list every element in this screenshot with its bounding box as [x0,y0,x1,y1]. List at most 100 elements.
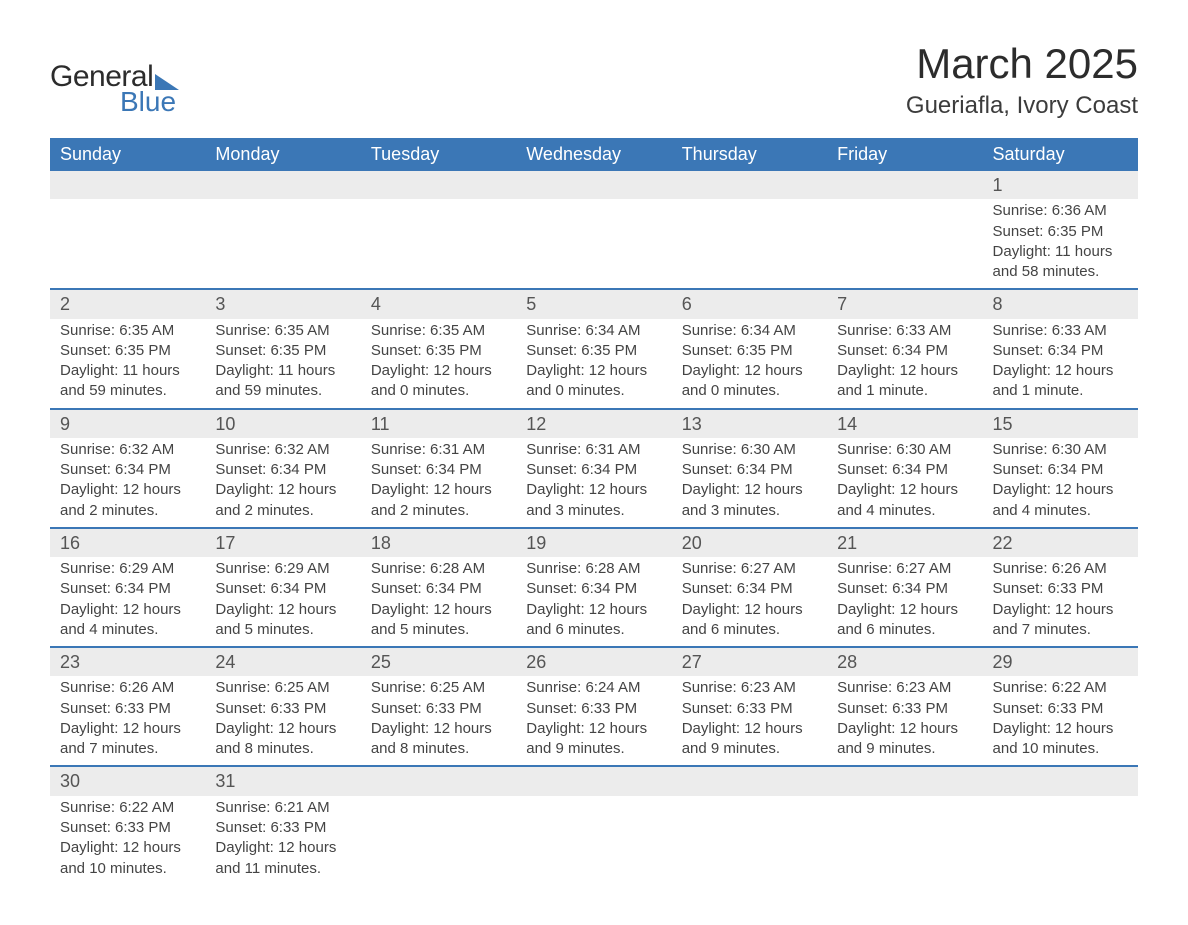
daylight-text: Daylight: 12 hours [837,480,972,500]
sunset-text: Sunset: 6:33 PM [526,699,661,719]
day-content-cell [983,796,1138,885]
day-content-cell: Sunrise: 6:22 AMSunset: 6:33 PMDaylight:… [50,796,205,885]
day-content-row: Sunrise: 6:35 AM Sunset: 6:35 PM Daylight:… [50,319,1138,409]
day-number: 12 [526,414,546,434]
day-number: 16 [60,533,80,553]
daylight-text: and 10 minutes. [60,859,195,879]
daylight-text: and 6 minutes. [526,620,661,640]
day-content-cell [827,199,982,289]
day-number: 18 [371,533,391,553]
sunset-text: Sunset: 6:34 PM [371,460,506,480]
day-content-cell [361,199,516,289]
day-content-cell [672,199,827,289]
sunrise-text: Sunrise: 6:33 AM [993,321,1128,341]
sunset-text: Sunset: 6:33 PM [215,699,350,719]
day-content-cell: Sunrise: 6:27 AMSunset: 6:34 PMDaylight:… [672,557,827,647]
weekday-header: Saturday [983,138,1138,171]
day-number-cell: 7 [827,289,982,318]
daylight-text: and 2 minutes. [60,501,195,521]
day-number: 19 [526,533,546,553]
sunset-text: Sunset: 6:34 PM [837,579,972,599]
day-number-cell: 22 [983,528,1138,557]
sunset-text: Sunset: 6:34 PM [993,341,1128,361]
sunrise-text: Sunrise: 6:34 AM [526,321,661,341]
sunrise-text: Sunrise: 6:30 AM [682,440,817,460]
day-number-cell: 11 [361,409,516,438]
day-content-cell: Sunrise: 6:27 AMSunset: 6:34 PMDaylight:… [827,557,982,647]
title-block: March 2025 Gueriafla, Ivory Coast [906,40,1138,120]
daylight-text: and 59 minutes. [60,381,195,401]
day-number: 25 [371,652,391,672]
sunset-text: Sunset: 6:35 PM [371,341,506,361]
daylight-text: Daylight: 12 hours [682,480,817,500]
daylight-text: Daylight: 12 hours [526,719,661,739]
day-number: 28 [837,652,857,672]
sunset-text: Sunset: 6:34 PM [60,579,195,599]
day-content-cell: Sunrise: 6:35 AMSunset: 6:35 PMDaylight:… [205,319,360,409]
day-number-cell: 4 [361,289,516,318]
weekday-header: Thursday [672,138,827,171]
sunrise-text: Sunrise: 6:26 AM [60,678,195,698]
day-number: 14 [837,414,857,434]
day-content-cell: Sunrise: 6:22 AMSunset: 6:33 PMDaylight:… [983,676,1138,766]
page-title: March 2025 [906,40,1138,88]
sunset-text: Sunset: 6:35 PM [526,341,661,361]
day-number: 11 [371,414,390,434]
sunrise-text: Sunrise: 6:30 AM [993,440,1128,460]
day-number-cell: 17 [205,528,360,557]
day-number-cell: 1 [983,171,1138,199]
day-number-cell: 8 [983,289,1138,318]
sunset-text: Sunset: 6:33 PM [215,818,350,838]
daylight-text: and 7 minutes. [993,620,1128,640]
daylight-text: Daylight: 12 hours [682,719,817,739]
day-number-cell [983,766,1138,795]
daylight-text: and 9 minutes. [837,739,972,759]
sunset-text: Sunset: 6:34 PM [682,460,817,480]
day-content-cell: Sunrise: 6:30 AMSunset: 6:34 PMDaylight:… [983,438,1138,528]
daylight-text: Daylight: 12 hours [60,719,195,739]
day-number: 5 [526,294,536,314]
day-number-cell [205,171,360,199]
day-number-cell [361,171,516,199]
calendar-table: Sunday Monday Tuesday Wednesday Thursday… [50,138,1138,885]
daylight-text: and 6 minutes. [837,620,972,640]
daylight-text: Daylight: 12 hours [215,719,350,739]
daylight-text: Daylight: 12 hours [682,600,817,620]
sunrise-text: Sunrise: 6:27 AM [837,559,972,579]
daylight-text: Daylight: 12 hours [371,719,506,739]
day-content-cell: Sunrise: 6:31 AMSunset: 6:34 PMDaylight:… [516,438,671,528]
daylight-text: Daylight: 12 hours [60,480,195,500]
day-number-cell: 13 [672,409,827,438]
day-number: 24 [215,652,235,672]
day-content-cell [672,796,827,885]
day-content-cell [361,796,516,885]
day-content-cell [516,796,671,885]
daylight-text: and 4 minutes. [837,501,972,521]
daylight-text: Daylight: 12 hours [215,600,350,620]
daylight-text: and 0 minutes. [682,381,817,401]
day-content-cell: Sunrise: 6:32 AMSunset: 6:34 PMDaylight:… [205,438,360,528]
weekday-header: Wednesday [516,138,671,171]
day-number-cell: 23 [50,647,205,676]
daylight-text: Daylight: 12 hours [993,361,1128,381]
sunset-text: Sunset: 6:33 PM [993,579,1128,599]
day-number-cell: 21 [827,528,982,557]
daylight-text: and 59 minutes. [215,381,350,401]
sunrise-text: Sunrise: 6:31 AM [526,440,661,460]
location-subtitle: Gueriafla, Ivory Coast [906,92,1138,120]
day-content-cell: Sunrise: 6:26 AMSunset: 6:33 PMDaylight:… [983,557,1138,647]
day-number-cell: 16 [50,528,205,557]
sunrise-text: Sunrise: 6:25 AM [215,678,350,698]
daylight-text: Daylight: 11 hours [60,361,195,381]
day-number-cell [827,171,982,199]
sunset-text: Sunset: 6:34 PM [993,460,1128,480]
sunrise-text: Sunrise: 6:34 AM [682,321,817,341]
day-number: 22 [993,533,1013,553]
day-content-cell: Sunrise: 6:36 AMSunset: 6:35 PMDaylight:… [983,199,1138,289]
sunrise-text: Sunrise: 6:35 AM [60,321,195,341]
day-number-cell [516,171,671,199]
day-number-cell: 10 [205,409,360,438]
daylight-text: Daylight: 12 hours [993,719,1128,739]
daylight-text: and 0 minutes. [371,381,506,401]
daylight-text: Daylight: 12 hours [371,600,506,620]
